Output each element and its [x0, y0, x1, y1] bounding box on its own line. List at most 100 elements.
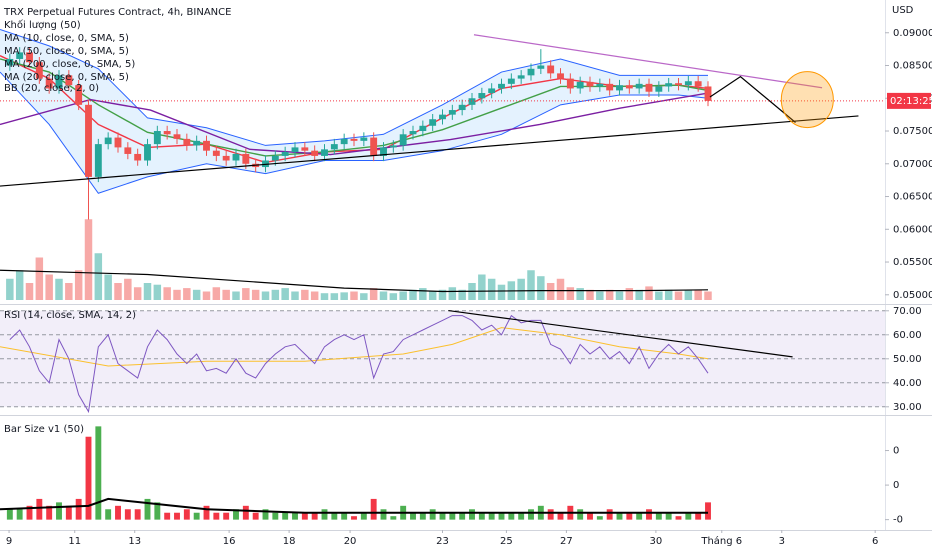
x-tick-label: 9 — [6, 536, 12, 547]
bar — [213, 512, 220, 520]
legend-entry: MA (20, close, 0, SMA, 5) — [4, 72, 129, 83]
overlay-line — [0, 92, 709, 156]
candle-body — [616, 85, 623, 91]
volume-bar — [645, 286, 653, 300]
volume-bar — [704, 291, 712, 300]
x-tick-label: 16 — [223, 536, 236, 547]
volume-bar — [192, 289, 201, 300]
bar — [665, 512, 672, 520]
bar — [478, 512, 485, 520]
bar — [36, 498, 43, 520]
volume-bar — [330, 293, 339, 300]
x-tick-label: Tháng 6 — [700, 535, 742, 547]
chart-title: TRX Perpetual Futures Contract, 4h, BINA… — [3, 7, 231, 18]
volume-bar — [25, 283, 34, 300]
volume-bar — [94, 253, 103, 300]
candle-body — [606, 83, 614, 91]
candle-body — [65, 75, 73, 86]
trend-line — [709, 75, 796, 123]
candle-body — [507, 78, 515, 84]
volume-bar — [163, 287, 171, 300]
y-tick-label: 0 — [893, 446, 899, 457]
bar — [95, 426, 102, 520]
volume-bar — [251, 289, 260, 300]
candle-body — [183, 138, 191, 146]
y-tick-label: 0.09000 — [893, 28, 932, 39]
bar — [252, 512, 259, 520]
volume-bar — [625, 288, 634, 300]
candle-body — [566, 78, 574, 89]
x-tick-label: 11 — [68, 536, 81, 547]
x-tick-label: 30 — [650, 536, 663, 547]
bar — [419, 512, 426, 520]
volume-bar — [133, 287, 142, 300]
volume-ma — [0, 269, 709, 293]
legend-entry: BB (20, close, 2, 0) — [4, 83, 99, 94]
volume-bar — [517, 278, 525, 300]
volume-bar — [497, 284, 506, 300]
bar — [6, 509, 13, 520]
bar — [331, 512, 338, 520]
candle-body — [75, 85, 83, 105]
candle-body — [153, 131, 161, 145]
x-tick-label: 13 — [128, 536, 141, 547]
candle-body — [557, 73, 564, 79]
y-tick-label: 0.07000 — [893, 159, 932, 170]
candle-body — [458, 104, 466, 111]
trend-line — [0, 115, 859, 187]
volume-bar — [635, 289, 643, 300]
candle-body — [488, 88, 496, 94]
bar — [341, 512, 348, 520]
volume-bar — [261, 291, 270, 300]
candle-body — [625, 85, 633, 89]
volume-bar — [360, 293, 368, 300]
candle-body — [596, 83, 604, 87]
candle-body — [291, 147, 299, 152]
candle-body — [586, 81, 594, 87]
candle-body — [94, 144, 102, 177]
bar — [46, 505, 53, 520]
bar — [203, 505, 210, 520]
candle-body — [360, 137, 368, 141]
candle-body — [547, 65, 555, 74]
volume-bar — [222, 289, 230, 300]
volume-bar — [271, 289, 280, 300]
x-tick-label: 18 — [283, 536, 296, 547]
candle-body — [439, 114, 446, 120]
rsi-title: RSI (14, close, SMA, 14, 2) — [4, 310, 136, 321]
volume-bar — [74, 270, 83, 300]
y-tick-label: 60.00 — [893, 330, 922, 341]
candle-body — [419, 125, 427, 132]
candle-body — [45, 78, 53, 89]
y-tick-label: 0 — [893, 480, 899, 491]
candle-body — [16, 52, 24, 59]
volume-bar — [458, 289, 466, 300]
bar — [498, 512, 505, 520]
bar — [164, 512, 171, 520]
bar — [183, 509, 190, 520]
trend-line — [448, 309, 793, 358]
bar — [675, 516, 682, 520]
bar — [115, 505, 121, 520]
volume-bar — [576, 288, 584, 300]
bar — [360, 512, 367, 520]
bar — [174, 512, 180, 520]
candle-body — [114, 137, 122, 148]
candle-body — [635, 83, 643, 89]
candle-body — [104, 137, 112, 145]
legend-entry: MA (50, close, 0, SMA, 5) — [4, 46, 129, 57]
bar — [508, 512, 515, 520]
bar — [528, 509, 534, 520]
x-tick-label: 27 — [560, 536, 573, 547]
candle-body — [212, 150, 220, 156]
bar — [301, 512, 308, 520]
volume-bar — [281, 288, 289, 300]
bar — [636, 512, 643, 520]
volume-bar — [310, 291, 319, 300]
bar — [26, 505, 33, 520]
volume-bar — [684, 289, 693, 300]
bar — [56, 502, 62, 520]
bar — [370, 498, 377, 520]
candle-body — [684, 81, 692, 86]
candle-body — [380, 147, 387, 156]
